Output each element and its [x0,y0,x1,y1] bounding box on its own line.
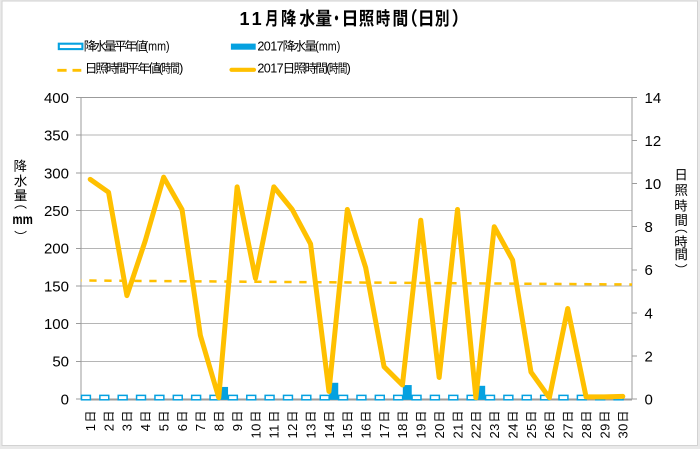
svg-text:0: 0 [61,391,69,408]
svg-text:(: ( [326,62,331,76]
svg-text:26: 26 [542,423,557,438]
svg-text:19: 19 [414,423,429,438]
svg-text:8: 8 [212,424,227,432]
svg-text:14: 14 [645,90,662,107]
svg-text:350: 350 [44,128,69,145]
svg-text:27: 27 [561,423,576,438]
svg-text:16: 16 [358,423,373,438]
svg-text:10: 10 [645,176,662,193]
svg-text:18: 18 [395,423,410,438]
svg-text:): ) [179,62,183,76]
svg-text:4: 4 [645,305,653,322]
svg-text:(mm): (mm) [315,40,340,54]
svg-text:2017: 2017 [257,62,283,76]
svg-text:250: 250 [44,203,69,220]
svg-text:50: 50 [52,354,69,371]
svg-text:15: 15 [340,423,355,438]
svg-text:2017: 2017 [257,40,283,54]
svg-text:14: 14 [322,423,337,438]
svg-text:6: 6 [175,424,190,432]
svg-text:400: 400 [44,90,69,107]
svg-text:22: 22 [469,423,484,438]
svg-text:(: ( [159,62,164,76]
svg-text:23: 23 [487,423,502,438]
svg-text:20: 20 [432,423,447,438]
svg-text:25: 25 [524,423,539,438]
svg-text:300: 300 [44,165,69,182]
svg-text:1: 1 [83,424,98,432]
svg-text:200: 200 [44,241,69,258]
svg-text:12: 12 [645,133,662,150]
svg-text:7: 7 [193,424,208,432]
svg-text:10: 10 [248,423,263,438]
svg-text:3: 3 [120,424,135,432]
svg-text:1: 1 [252,9,262,29]
svg-text:17: 17 [377,423,392,438]
svg-text:mm: mm [12,212,33,227]
svg-text:): ) [347,62,351,76]
svg-text:24: 24 [505,423,520,438]
svg-text:0: 0 [645,391,653,408]
svg-text:8: 8 [645,219,653,236]
svg-text:11: 11 [267,424,282,438]
svg-text:(mm): (mm) [145,40,170,54]
svg-text:100: 100 [44,316,69,333]
svg-text:29: 29 [597,423,612,438]
svg-text:21: 21 [450,423,465,438]
svg-text:2: 2 [645,348,653,365]
svg-text:30: 30 [616,423,631,438]
svg-text:6: 6 [645,262,653,279]
svg-text:28: 28 [579,423,594,438]
svg-text:13: 13 [303,423,318,438]
svg-text:9: 9 [230,424,245,432]
svg-text:12: 12 [285,423,300,438]
svg-text:1: 1 [240,9,250,29]
svg-text:150: 150 [44,278,69,295]
svg-text:4: 4 [138,424,153,432]
svg-text:2: 2 [101,424,116,432]
svg-text:5: 5 [156,424,171,432]
